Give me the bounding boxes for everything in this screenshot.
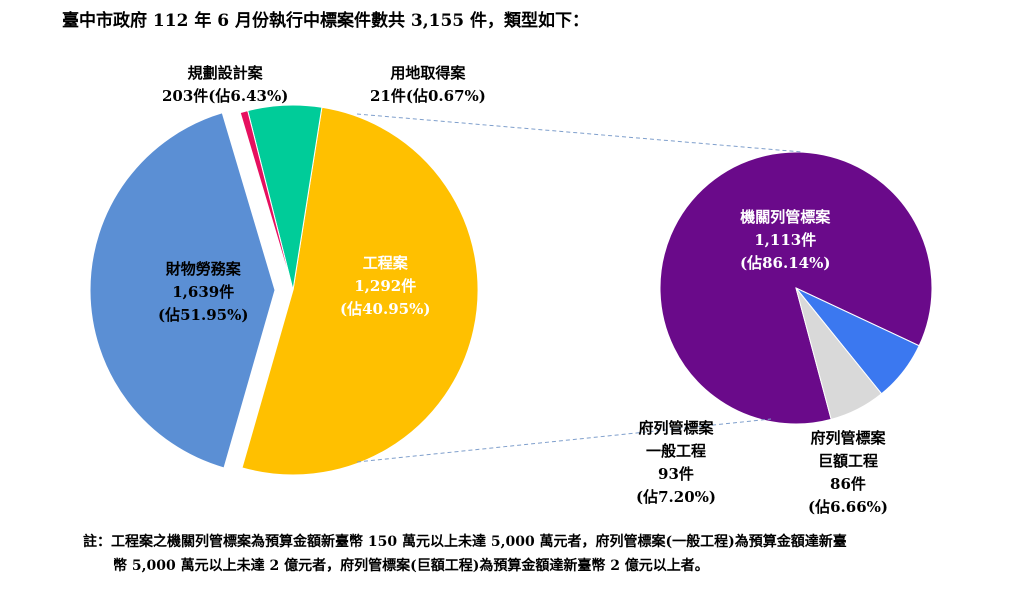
- breakdown-pie-chart: [659, 151, 933, 425]
- label-agency-tracked: 機關列管標案 1,113件 (佔86.14%): [740, 208, 831, 272]
- main-pie-chart: [89, 104, 479, 476]
- pie-slice-pie1-3: [89, 112, 276, 469]
- label-city-major: 府列管標案 巨額工程 86件 (佔6.66%): [808, 429, 888, 516]
- pie-slice-pie2-2: [795, 287, 883, 420]
- label-engineering: 工程案 1,292件 (佔40.95%): [340, 254, 431, 318]
- pie-slice-pie1-0: [241, 106, 479, 476]
- label-planning-design: 規劃設計案 203件(佔6.43%): [162, 64, 289, 105]
- label-city-general: 府列管標案 一般工程 93件 (佔7.20%): [636, 419, 716, 506]
- label-goods-services: 財物勞務案 1,639件 (佔51.95%): [158, 260, 249, 324]
- connector-line-bottom: [356, 418, 772, 463]
- connector-line-top: [356, 113, 803, 153]
- pie-slice-pie1-2: [239, 110, 294, 291]
- label-land-acquisition: 用地取得案 21件(佔0.67%): [370, 64, 486, 105]
- footnote: 註：工程案之機關列管標案為預算金額新臺幣 150 萬元以上未達 5,000 萬元…: [83, 534, 847, 574]
- page-title: 臺中市政府 112 年 6 月份執行中標案件數共 3,155 件，類型如下：: [62, 11, 590, 31]
